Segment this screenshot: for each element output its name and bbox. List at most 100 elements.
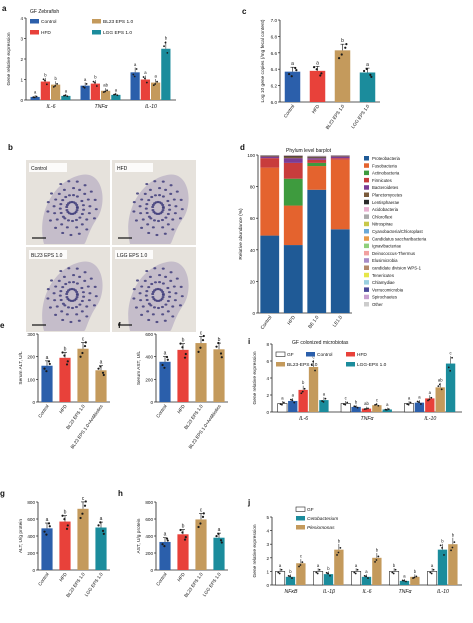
nucleus [80, 212, 84, 216]
nucleus [169, 279, 173, 282]
nucleus [161, 226, 165, 229]
nucleus [54, 313, 58, 317]
nucleus [166, 310, 170, 313]
significance-letter: ab [103, 83, 108, 88]
significance-letter: a [365, 569, 368, 574]
nucleus [151, 205, 155, 209]
y-tick-label: 20 [250, 279, 256, 284]
nucleus [132, 210, 136, 213]
micrograph-label: Control [31, 166, 47, 172]
stacked-segment [283, 158, 303, 163]
data-point [220, 541, 223, 544]
data-point [353, 405, 356, 408]
nucleus [147, 318, 151, 322]
significance-letter: a [218, 527, 221, 533]
bar [59, 521, 71, 570]
nucleus [80, 286, 84, 290]
data-point [97, 524, 100, 527]
nucleus [78, 216, 82, 219]
nucleus [151, 208, 155, 212]
nucleus [146, 223, 150, 226]
legend-label: Verrucomicrobia [372, 287, 404, 292]
significance-letter: a [281, 395, 284, 400]
nucleus [80, 223, 84, 226]
data-point [220, 356, 223, 359]
significance-letter: b [64, 510, 67, 516]
data-point [179, 342, 182, 345]
data-point [215, 345, 218, 348]
data-point [45, 533, 48, 536]
bar [161, 48, 171, 100]
data-point [113, 93, 115, 96]
data-point [278, 572, 281, 575]
nucleus [132, 297, 136, 300]
nucleus [53, 299, 57, 302]
panel-title: Phylum level barplot [286, 148, 332, 154]
data-point [135, 68, 138, 70]
stacked-segment [330, 159, 350, 230]
bar [77, 508, 89, 570]
x-category-label: TNFα [360, 416, 374, 422]
nucleus [46, 210, 50, 213]
data-point [156, 80, 158, 83]
nucleus [175, 277, 179, 280]
nucleus [83, 271, 87, 274]
legend-label: HFD [41, 30, 51, 36]
data-point [35, 95, 38, 98]
nucleus [55, 218, 59, 221]
x-tick-label: Control [260, 315, 274, 331]
label-backdrop [115, 250, 153, 259]
nucleus [65, 292, 69, 296]
data-point [344, 46, 347, 49]
significance-letter: a [144, 70, 147, 75]
significance-letter: a [431, 563, 434, 568]
data-point [300, 392, 303, 395]
y-tick-label: 600 [145, 332, 153, 337]
data-point [449, 369, 452, 372]
significance-letter: c [312, 355, 314, 360]
data-point [447, 366, 450, 369]
bar [288, 400, 298, 412]
y-tick-label: 400 [145, 355, 153, 360]
data-point [384, 408, 387, 411]
nucleus [144, 294, 148, 297]
data-point [377, 555, 380, 558]
significance-letter: a [154, 73, 157, 78]
bar [101, 90, 111, 100]
stacked-segment [330, 229, 350, 313]
significance-letter: b [94, 75, 97, 80]
significance-letter: a [100, 360, 103, 366]
data-point [406, 403, 409, 406]
label-backdrop [29, 250, 67, 259]
legend-swatch [364, 192, 369, 197]
legend-label: Planctomycetes [372, 193, 402, 198]
data-point [181, 531, 184, 534]
y-tick-label: 0 [20, 98, 23, 103]
nucleus [71, 306, 75, 310]
data-point [427, 399, 429, 402]
significance-letter: b [452, 532, 455, 537]
x-category-label: NFκB [285, 589, 299, 595]
y-tick-label: 100 [247, 153, 255, 158]
data-point [215, 534, 218, 538]
data-point [375, 403, 378, 406]
y-axis-label: Relative abundance (%) [238, 208, 244, 260]
nucleus [78, 275, 82, 278]
legend-label: Spirochaetes [372, 295, 397, 300]
significance-letter: ab [438, 377, 443, 382]
panel-c: c 6.0 6.2 6.4 6.6 6.8 7.0 Log 10 gene copies (/… [242, 7, 380, 130]
nucleus [81, 204, 85, 207]
nucleus [166, 299, 170, 303]
data-point [165, 355, 169, 359]
data-point [65, 527, 69, 530]
x-tick-label: LGG EPS 1.0 [350, 103, 370, 129]
data-point [145, 81, 148, 84]
x-category-label: IL-6 [363, 589, 372, 595]
significance-letter: b [182, 338, 185, 344]
data-point [440, 388, 443, 391]
data-point [367, 577, 369, 579]
stacked-segment [283, 205, 303, 246]
y-tick-label: 5 [266, 515, 269, 520]
nucleus [66, 297, 70, 300]
